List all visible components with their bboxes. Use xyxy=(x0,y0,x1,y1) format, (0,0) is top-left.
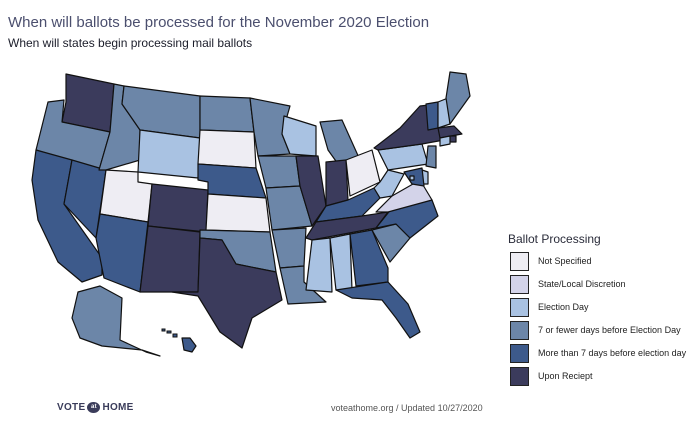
state-ri[interactable] xyxy=(449,135,457,143)
us-states-map xyxy=(31,71,471,357)
state-ne[interactable] xyxy=(197,163,267,199)
map-subtitle: When will states begin processing mail b… xyxy=(8,36,253,50)
legend-item-7-or-fewer: 7 or fewer days before Election Day xyxy=(508,321,681,344)
state-me[interactable] xyxy=(445,71,471,125)
state-nd[interactable] xyxy=(199,95,255,133)
state-ak[interactable] xyxy=(71,285,161,357)
state-ms[interactable] xyxy=(305,237,333,293)
state-in[interactable] xyxy=(325,159,349,207)
legend-item-state-local: State/Local Discretion xyxy=(508,275,626,298)
legend-swatch xyxy=(510,344,529,363)
legend-label: 7 or fewer days before Election Day xyxy=(538,325,681,335)
legend-swatch xyxy=(510,298,529,317)
state-sd[interactable] xyxy=(197,129,257,169)
state-ia[interactable] xyxy=(257,155,301,189)
state-az[interactable] xyxy=(95,213,149,293)
footer-credit: voteathome.org / Updated 10/27/2020 xyxy=(331,403,483,413)
hawaii-island-molokai xyxy=(166,330,172,334)
legend-label: Election Day xyxy=(538,302,589,312)
logo-text-left: VOTE xyxy=(57,402,86,413)
state-il[interactable] xyxy=(295,155,327,227)
state-ut[interactable] xyxy=(99,169,153,223)
state-ma[interactable] xyxy=(437,125,463,139)
legend-item-upon-receipt: Upon Reciept xyxy=(508,367,601,390)
state-wi[interactable] xyxy=(281,115,317,157)
state-ks[interactable] xyxy=(205,193,271,233)
state-wy[interactable] xyxy=(137,129,201,179)
legend-item-election-day: Election Day xyxy=(508,298,601,321)
state-ar[interactable] xyxy=(271,227,307,269)
legend-item-more-than-7: More than 7 days before election day xyxy=(508,344,686,367)
state-nm[interactable] xyxy=(139,225,201,293)
legend-label: State/Local Discretion xyxy=(538,279,626,289)
hawaii-island-oahu xyxy=(161,328,166,332)
state-tx[interactable] xyxy=(171,237,283,349)
state-la[interactable] xyxy=(279,265,327,305)
logo-mark: at xyxy=(87,402,101,413)
hawaii-island-maui xyxy=(172,333,178,338)
state-fl[interactable] xyxy=(335,281,421,339)
legend-swatch xyxy=(510,367,529,386)
legend-swatch xyxy=(510,252,529,271)
legend-label: Upon Reciept xyxy=(538,371,593,381)
legend: Ballot Processing Not Specified State/Lo… xyxy=(508,232,686,390)
legend-label: More than 7 days before election day xyxy=(538,348,687,358)
state-wv[interactable] xyxy=(373,169,405,199)
legend-item-not-specified: Not Specified xyxy=(508,252,601,275)
state-al[interactable] xyxy=(329,233,353,291)
state-nj[interactable] xyxy=(425,145,437,169)
legend-title: Ballot Processing xyxy=(508,232,601,246)
state-va[interactable] xyxy=(375,179,433,213)
state-ga[interactable] xyxy=(349,229,389,287)
legend-swatch xyxy=(510,321,529,340)
legend-label: Not Specified xyxy=(538,256,592,266)
state-vt[interactable] xyxy=(425,101,439,131)
state-co[interactable] xyxy=(147,183,209,233)
state-hi[interactable] xyxy=(181,337,197,353)
state-dc[interactable] xyxy=(409,175,415,181)
logo-text-right: HOME xyxy=(102,402,134,413)
legend-swatch xyxy=(510,275,529,294)
map-title: When will ballots be processed for the N… xyxy=(8,14,430,31)
state-ct[interactable] xyxy=(439,135,451,147)
vote-at-home-logo: VOTE at HOME xyxy=(57,402,134,413)
